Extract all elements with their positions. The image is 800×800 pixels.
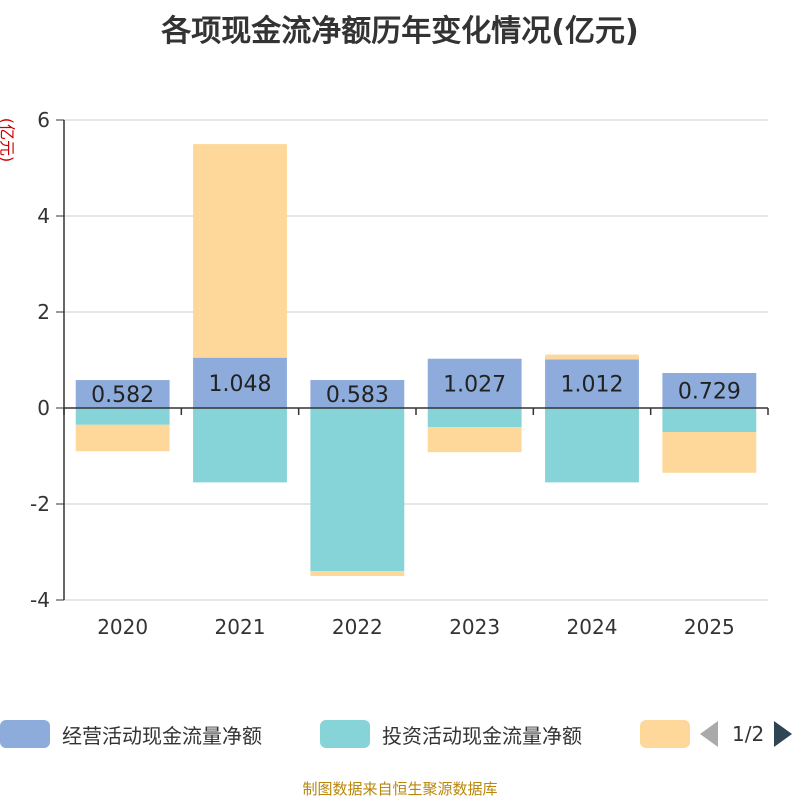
bar-operating-2022 [310, 380, 405, 408]
y-tick-label: 2 [37, 300, 50, 324]
legend-prev-page-icon[interactable] [700, 721, 718, 747]
legend-label-operating: 经营活动现金流量净额 [62, 723, 262, 748]
chart-title: 各项现金流净额历年变化情况(亿元) [161, 14, 639, 49]
legend-swatch-financing [640, 720, 690, 748]
y-tick-label: 6 [37, 108, 50, 132]
chart-plot: -4 -2 0 2 4 6 2020 2021 2022 2023 2024 2025 0.582 1.… [30, 108, 769, 639]
legend-next-page-icon[interactable] [774, 721, 793, 747]
x-tick-label-2022: 2022 [332, 615, 383, 639]
data-label-operating-2022: 0.583 [326, 383, 389, 408]
bar-financing-2020 [75, 424, 170, 452]
bar-financing-2025 [662, 432, 757, 473]
legend-swatch-investing [320, 720, 370, 748]
bar-operating-2023 [427, 358, 522, 408]
bar-investing-2024 [545, 408, 639, 483]
x-tick-label-2021: 2021 [215, 615, 266, 639]
legend-item-investing[interactable]: 投资活动现金流量净额 [320, 716, 582, 752]
y-tick-label: -2 [30, 492, 50, 516]
y-tick-label: 0 [37, 396, 50, 420]
bar-operating-2020 [75, 380, 170, 408]
legend-swatch-operating [0, 720, 50, 748]
bar-operating-2021 [193, 357, 287, 408]
bar-financing-2023 [427, 427, 522, 453]
bar-financing-2021 [193, 144, 287, 358]
bar-investing-2025 [662, 408, 757, 432]
bar-financing-2022 [310, 571, 405, 576]
bar-investing-2021 [193, 408, 287, 483]
bar-financing-2024 [545, 354, 639, 360]
bar-investing-2023 [427, 408, 522, 428]
legend-label-investing: 投资活动现金流量净额 [382, 723, 582, 748]
data-source-note: 制图数据来自恒生聚源数据库 [302, 780, 498, 798]
data-label-operating-2021: 1.048 [209, 372, 272, 397]
data-label-operating-2023: 1.027 [443, 372, 506, 397]
legend-item-financing[interactable] [640, 716, 702, 752]
data-label-operating-2024: 1.012 [561, 373, 624, 398]
x-tick-label-2020: 2020 [97, 615, 148, 639]
x-tick-label-2025: 2025 [684, 615, 735, 639]
data-label-operating-2025: 0.729 [678, 380, 741, 405]
data-label-operating-2020: 0.582 [91, 383, 154, 408]
x-tick-label-2023: 2023 [449, 615, 500, 639]
y-tick-label: 4 [37, 204, 50, 228]
y-tick-label: -4 [30, 588, 50, 612]
bar-investing-2022 [310, 408, 405, 572]
bar-investing-2020 [75, 408, 170, 425]
chart-legend: 经营活动现金流量净额 投资活动现金流量净额 [0, 716, 800, 752]
legend-page-indicator: 1/2 [732, 722, 765, 746]
x-tick-label-2024: 2024 [567, 615, 618, 639]
legend-item-operating[interactable]: 经营活动现金流量净额 [0, 716, 262, 752]
legend-pager: 1/2 [700, 716, 793, 752]
bar-operating-2025 [662, 373, 757, 408]
bar-operating-2024 [545, 359, 639, 408]
